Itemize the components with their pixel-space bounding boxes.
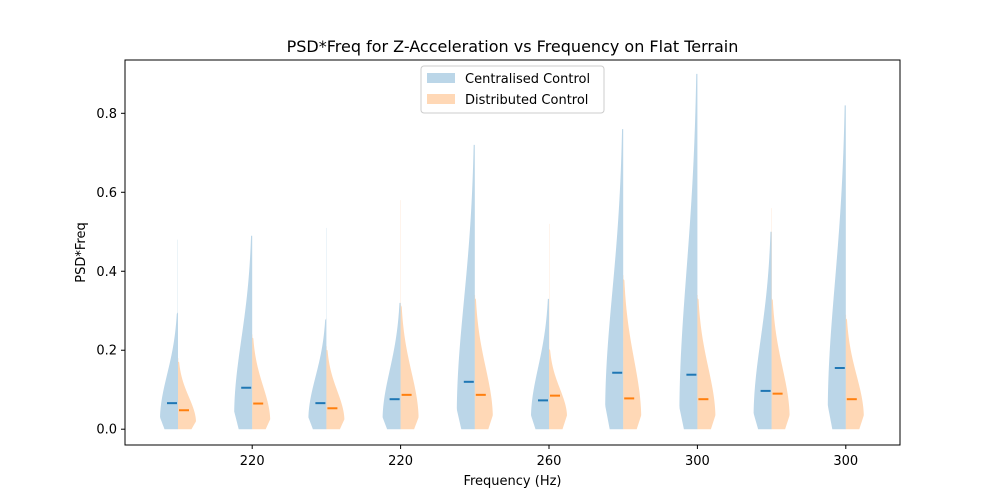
axes-frame: [124, 59, 901, 446]
violin-centralised: [679, 73, 698, 430]
y-tick-label: 0.8: [96, 107, 117, 122]
legend-swatch-distributed: [427, 94, 455, 104]
violin-group: [531, 223, 567, 430]
y-tick-label: 0.6: [96, 186, 117, 201]
legend-swatch-centralised: [427, 73, 455, 83]
violin-distributed: [697, 294, 716, 430]
violin-distributed: [474, 294, 493, 430]
violin-centralised: [234, 235, 253, 430]
violin-centralised: [605, 129, 624, 430]
y-axis: 0.0 0.2 0.4 0.6 0.8: [96, 107, 125, 438]
violin-centralised: [753, 231, 772, 430]
violin-distributed: [845, 314, 864, 430]
violin-group: [605, 129, 642, 430]
violin-group: [160, 239, 196, 430]
legend-box: [420, 65, 605, 114]
violin-distributed: [178, 358, 196, 430]
x-tick-label: 260: [537, 454, 562, 469]
violin-distributed: [252, 334, 271, 430]
violin-distributed: [771, 208, 790, 430]
violin-distributed: [549, 223, 567, 430]
violin-group: [456, 144, 493, 430]
y-tick-label: 0.2: [96, 344, 117, 359]
violin-group: [753, 208, 790, 430]
x-tick-label: 300: [685, 454, 710, 469]
x-axis-label: Frequency (Hz): [463, 474, 561, 489]
violin-distributed: [326, 346, 345, 430]
violin-group: [679, 73, 716, 430]
violin-centralised: [160, 239, 178, 430]
violin-group: [382, 200, 419, 430]
x-tick-label: 300: [833, 454, 858, 469]
x-tick-label: 220: [388, 454, 413, 469]
violin-centralised: [531, 298, 549, 430]
violin-group: [308, 227, 345, 430]
violin-group: [234, 235, 271, 430]
x-axis: 220 220 260 300 300: [240, 445, 858, 469]
x-tick-label: 220: [240, 454, 265, 469]
y-tick-label: 0.0: [96, 423, 117, 438]
chart-title: PSD*Freq for Z-Acceleration vs Frequency…: [287, 37, 739, 56]
legend: Centralised Control Distributed Control: [420, 65, 605, 114]
legend-label-distributed: Distributed Control: [465, 93, 588, 108]
violin-centralised: [382, 302, 401, 430]
violin-centralised: [456, 144, 475, 430]
violin-centralised: [827, 105, 846, 430]
violin-distributed: [623, 275, 642, 430]
violin-centralised: [308, 227, 327, 430]
y-axis-label: PSD*Freq: [74, 222, 89, 282]
violin-group: [827, 105, 864, 430]
y-tick-label: 0.4: [96, 265, 117, 280]
plot-area: [160, 73, 864, 430]
violin-distributed: [400, 200, 419, 430]
legend-label-centralised: Centralised Control: [465, 72, 590, 87]
